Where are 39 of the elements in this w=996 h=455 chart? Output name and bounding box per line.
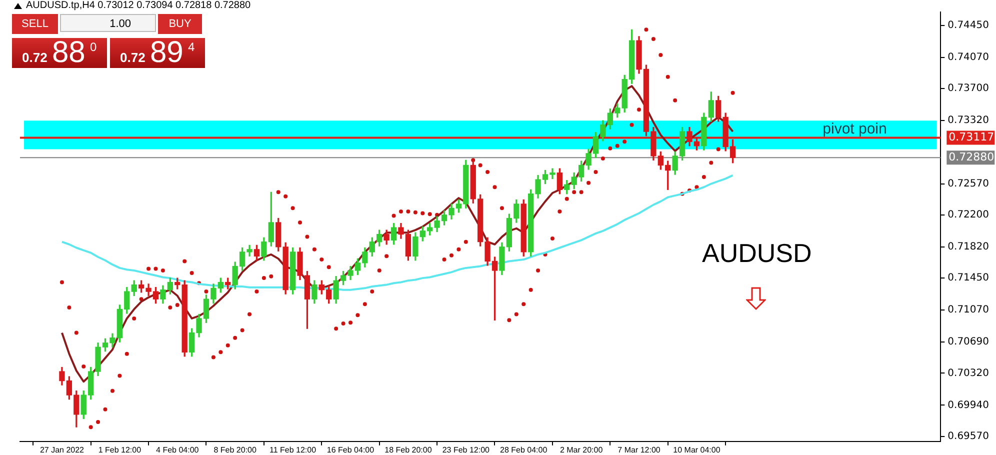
x-tick-label: 10 Mar 04:00 [673,445,721,454]
text: 0.72 [22,50,48,65]
annotation: 4 [188,40,195,54]
y-tick-label: 0.71070 [948,304,990,316]
buy-button: BUY [158,14,202,34]
annotation: 0 [90,40,97,54]
lot-size-field: 1.00 [60,14,156,32]
y-tick-label: 0.69940 [948,400,990,411]
x-tick-label: 8 Feb 20:00 [214,445,257,454]
y-tick-label: 0.70320 [948,368,990,379]
x-tick-label: 18 Feb 20:00 [384,445,432,454]
annotation: 89 [150,36,184,70]
x-tick-label: 1 Feb 12:00 [98,445,142,454]
y-tick-label: 0.70690 [948,336,990,348]
chart-title: AUDUSD.tp,H4 0.73012 0.73094 0.72818 0.72880 [26,0,251,11]
x-tick-label: 11 Feb 12:00 [270,445,317,454]
y-tick-label: 0.72200 [948,210,990,221]
y-tick-label: 0.73700 [948,83,990,94]
y-tick-label: 0.71820 [948,242,990,252]
x-tick-label: 23 Feb 12:00 [442,445,490,454]
x-tick-label: 16 Feb 04:00 [326,445,375,454]
y-tick-label: 0.74450 [948,20,990,32]
sell-button: SELL [12,14,58,34]
annotation: 0.72 [120,50,146,65]
band-label: pivot poin [822,120,887,138]
y-tick-label: 0.71450 [948,272,990,284]
y-tick-label: 0.69570 [948,430,990,442]
annotation: 88 [52,36,86,70]
x-tick-label: 4 Feb 04:00 [156,445,200,454]
ref-line-label: 0.72880 [948,150,994,164]
x-tick-label: 2 Mar 20:00 [560,445,604,454]
ref-line-label: 0.73117 [948,130,994,144]
annotation: AUDUSD [702,238,812,269]
y-tick-label: 0.74070 [948,52,990,64]
y-tick-label: 0.72570 [948,178,990,190]
x-tick-label: 28 Feb 04:00 [500,445,548,454]
y-tick-label: 0.73320 [948,115,990,126]
x-tick-label: 27 Jan 2022 [40,445,85,454]
x-tick-label: 7 Mar 12:00 [618,445,661,454]
